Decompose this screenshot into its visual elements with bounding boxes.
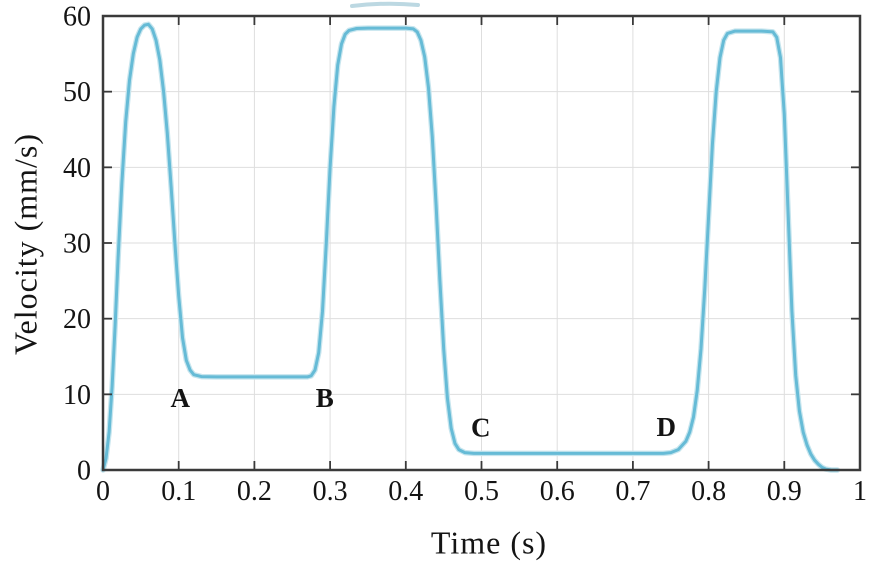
x-tick-label: 0.6 [540, 476, 575, 507]
x-tick-label: 0.4 [388, 476, 423, 507]
x-tick-label: 0.7 [615, 476, 650, 507]
y-tick-label: 10 [63, 380, 91, 411]
y-tick-label: 40 [63, 153, 91, 184]
y-tick-label: 0 [77, 456, 91, 487]
velocity-curve [101, 22, 839, 472]
y-axis-title: Velocity (mm/s) [7, 132, 44, 356]
cropped-curve-artifact [350, 1, 420, 8]
x-tick-label: 0 [96, 476, 110, 507]
annotation-label-a: A [170, 383, 190, 413]
x-tick-label: 0.1 [161, 476, 196, 507]
annotation-label-d: D [656, 412, 676, 442]
annotation-label-c: C [471, 413, 491, 443]
x-tick-label: 0.3 [313, 476, 348, 507]
x-tick-label: 0.9 [767, 476, 802, 507]
y-tick-label: 60 [63, 2, 91, 33]
y-tick-label: 30 [63, 229, 91, 260]
x-tick-label: 0.2 [237, 476, 272, 507]
plot-frame [101, 14, 862, 472]
y-tick-label: 50 [63, 77, 91, 108]
velocity-curve-halo [100, 21, 841, 473]
y-tick-label: 20 [63, 304, 91, 335]
x-tick-label: 1 [853, 476, 867, 507]
x-tick-label: 0.8 [691, 476, 726, 507]
annotation-label-b: B [316, 383, 334, 413]
x-axis-title: Time (s) [430, 524, 548, 561]
x-tick-label: 0.5 [464, 476, 499, 507]
